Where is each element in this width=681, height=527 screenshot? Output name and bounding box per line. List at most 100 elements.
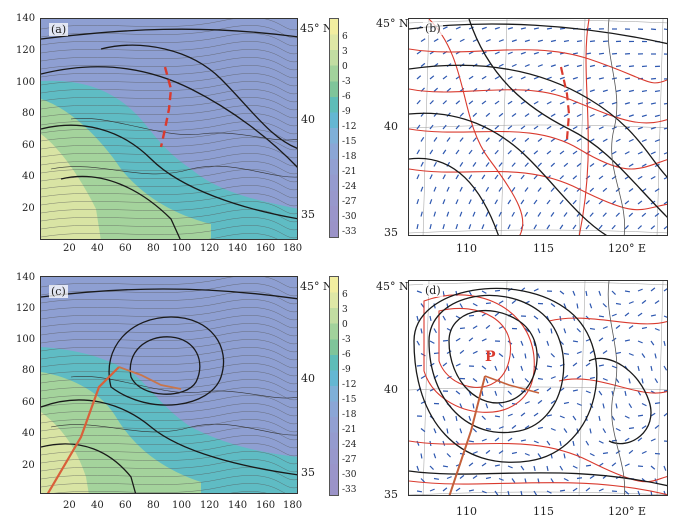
wind-barb: [550, 353, 555, 358]
wind-barb: [524, 211, 529, 217]
wind-barb: [550, 400, 556, 404]
wind-barb: [511, 478, 516, 483]
wind-barb: [611, 313, 617, 317]
wind-barb: [507, 390, 512, 395]
wind-barb: [550, 427, 556, 431]
wind-barb: [663, 340, 666, 347]
wind-barb: [524, 187, 529, 192]
wind-barb: [598, 126, 604, 130]
wind-barb: [576, 477, 583, 480]
wind-barb: [637, 151, 643, 155]
wind-barb: [481, 174, 486, 180]
wind-barb: [572, 415, 577, 421]
wind-barb: [602, 163, 608, 167]
wind-barb: [537, 377, 544, 380]
wind-barb: [429, 224, 432, 230]
point-p-label: P: [485, 349, 496, 365]
wind-barb: [611, 365, 617, 369]
colorbar-tick: -15: [342, 395, 357, 405]
wind-barb: [585, 390, 591, 394]
wind-barb: [520, 100, 526, 105]
wind-barb: [589, 212, 594, 217]
wind-barb: [663, 389, 667, 392]
wind-barb: [511, 424, 517, 429]
height-contour: [60, 175, 181, 239]
c-ytick-120: 120: [16, 303, 36, 314]
wind-barb: [498, 39, 504, 43]
wind-barb: [442, 440, 446, 446]
wind-barb: [637, 390, 642, 396]
wind-barb: [498, 186, 503, 192]
wind-barb: [455, 415, 458, 422]
wind-barb: [507, 51, 513, 55]
wind-barb: [589, 327, 596, 330]
height-contour: [428, 294, 565, 434]
wind-barb: [481, 462, 487, 467]
a-xtick-20: 20: [63, 243, 76, 254]
wind-barb: [624, 151, 630, 155]
wind-barb: [624, 390, 627, 397]
wind-barb: [459, 428, 463, 434]
wind-barb: [433, 137, 438, 142]
wind-barb: [468, 489, 475, 492]
wind-barb: [485, 378, 489, 384]
wind-barb: [459, 38, 465, 43]
streamline: [41, 339, 297, 353]
wind-barb: [650, 412, 656, 417]
wind-barb: [468, 149, 473, 155]
wind-barb: [598, 101, 604, 105]
wind-barb: [520, 199, 525, 205]
wind-barb: [602, 138, 608, 143]
wind-barb: [550, 162, 556, 167]
wind-barb: [485, 449, 491, 454]
wind-barb: [481, 438, 487, 442]
wind-barb: [420, 478, 425, 483]
wind-barb: [637, 312, 643, 317]
wind-barb: [589, 376, 596, 380]
wind-barb: [416, 364, 423, 367]
wind-barb: [585, 199, 590, 205]
wind-barb: [615, 187, 621, 192]
wind-barb: [472, 162, 477, 167]
wind-barb: [433, 428, 437, 434]
colorbar-tick: 0: [342, 320, 348, 330]
colorbar-tick: -33: [342, 485, 357, 495]
wind-barb: [537, 187, 542, 192]
wind-barb: [628, 212, 634, 217]
colorbar-c: [329, 276, 339, 496]
wind-barb: [442, 415, 446, 421]
wind-barb: [576, 40, 583, 43]
wind-barb: [598, 364, 605, 367]
wind-barb: [472, 378, 478, 383]
wind-barb: [524, 401, 530, 405]
wind-barb: [546, 365, 553, 368]
wind-barb: [433, 352, 440, 355]
wind-barb: [650, 340, 655, 346]
wind-barb: [533, 100, 539, 105]
wind-barb: [624, 290, 631, 293]
wind-barb: [429, 124, 434, 130]
wind-barb: [511, 378, 515, 384]
wind-barb: [598, 488, 604, 492]
wind-barb: [546, 125, 552, 130]
wind-barb: [524, 137, 530, 142]
wind-barb: [559, 199, 564, 205]
wind-barb: [485, 211, 489, 217]
wind-barb: [416, 124, 421, 130]
wind-barb: [446, 87, 452, 92]
streamline: [41, 153, 297, 167]
wind-barb: [637, 126, 643, 130]
wind-barb: [520, 125, 526, 130]
height-contour: [468, 19, 667, 218]
wind-barb: [472, 350, 478, 355]
section-line: [46, 366, 120, 493]
wind-barb: [455, 124, 460, 130]
wind-barb: [663, 225, 667, 230]
wind-barb: [550, 88, 556, 93]
wind-barb: [420, 453, 423, 459]
wind-barb: [615, 351, 622, 355]
wind-barb: [481, 100, 487, 105]
wind-barb: [481, 290, 487, 294]
wind-barb: [602, 326, 608, 330]
wind-barb: [589, 64, 596, 68]
